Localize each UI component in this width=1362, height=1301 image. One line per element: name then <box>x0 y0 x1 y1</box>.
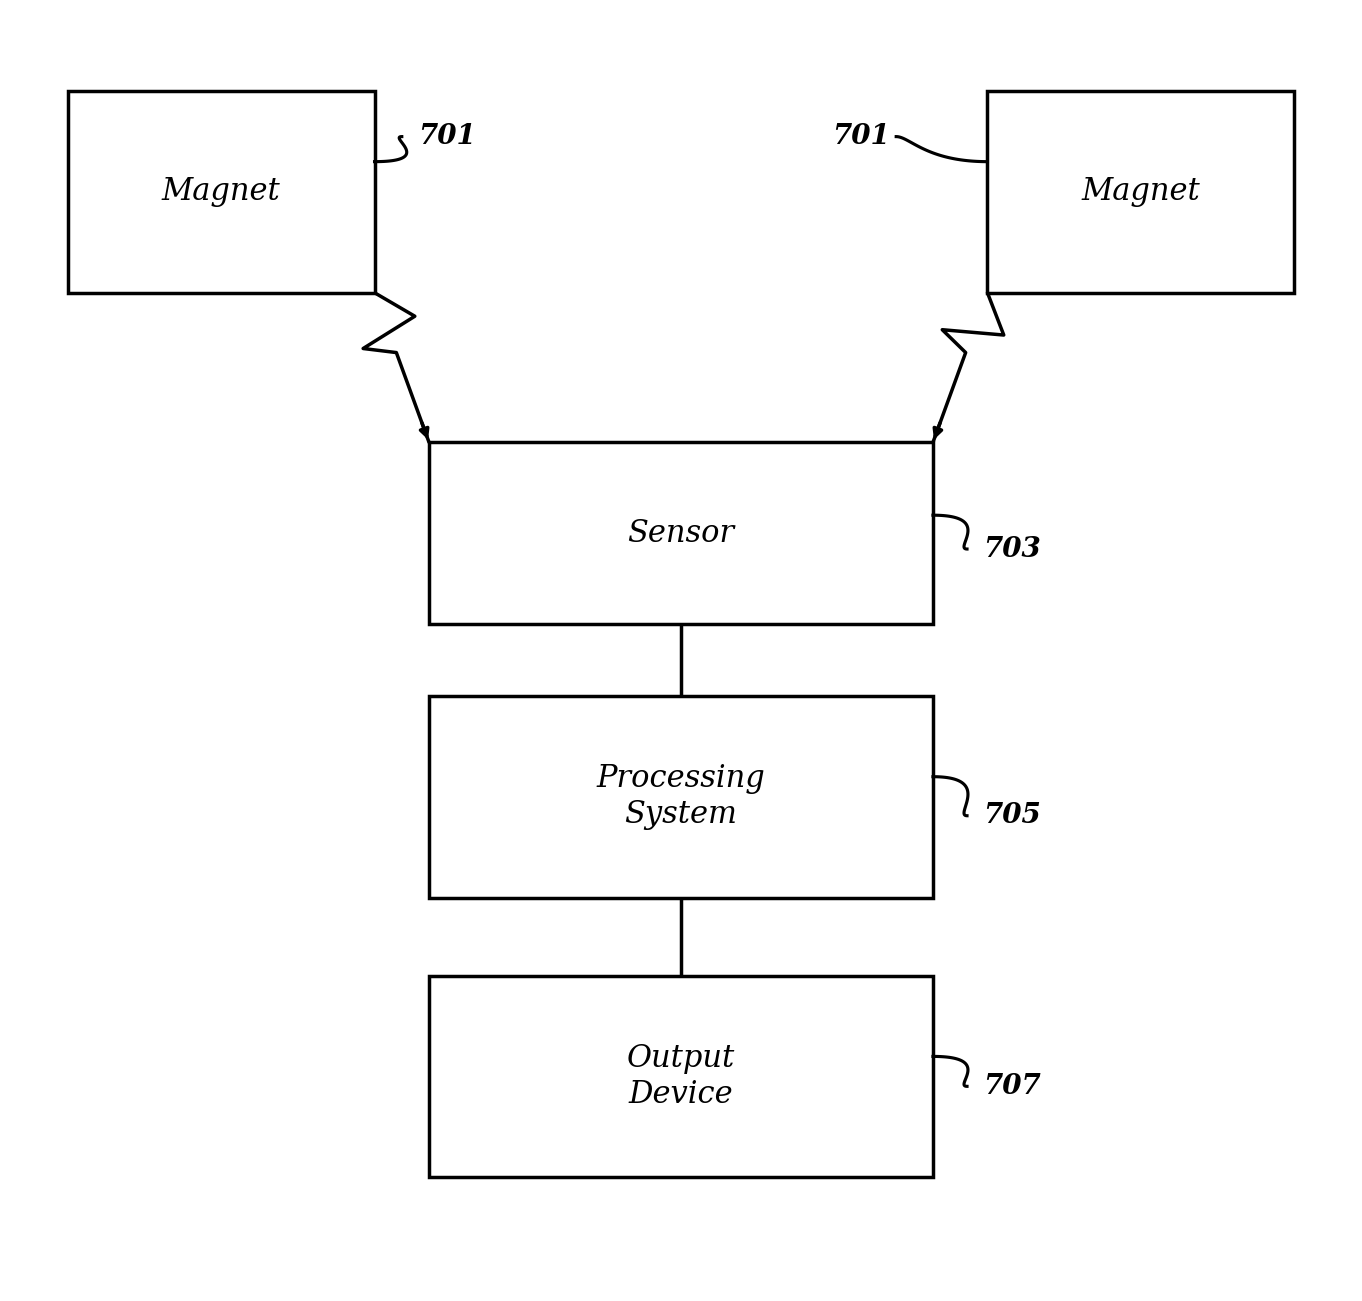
Text: 703: 703 <box>983 536 1041 562</box>
FancyBboxPatch shape <box>429 976 933 1177</box>
Text: Processing
System: Processing System <box>597 764 765 830</box>
Text: 701: 701 <box>418 124 475 150</box>
Text: 707: 707 <box>983 1073 1041 1099</box>
FancyBboxPatch shape <box>429 696 933 898</box>
FancyBboxPatch shape <box>68 91 375 293</box>
Text: Output
Device: Output Device <box>627 1043 735 1110</box>
Text: 701: 701 <box>832 124 889 150</box>
Text: Magnet: Magnet <box>162 177 281 207</box>
Text: 705: 705 <box>983 803 1041 829</box>
FancyBboxPatch shape <box>429 442 933 624</box>
Text: Sensor: Sensor <box>628 518 734 549</box>
Text: Magnet: Magnet <box>1081 177 1200 207</box>
FancyBboxPatch shape <box>987 91 1294 293</box>
